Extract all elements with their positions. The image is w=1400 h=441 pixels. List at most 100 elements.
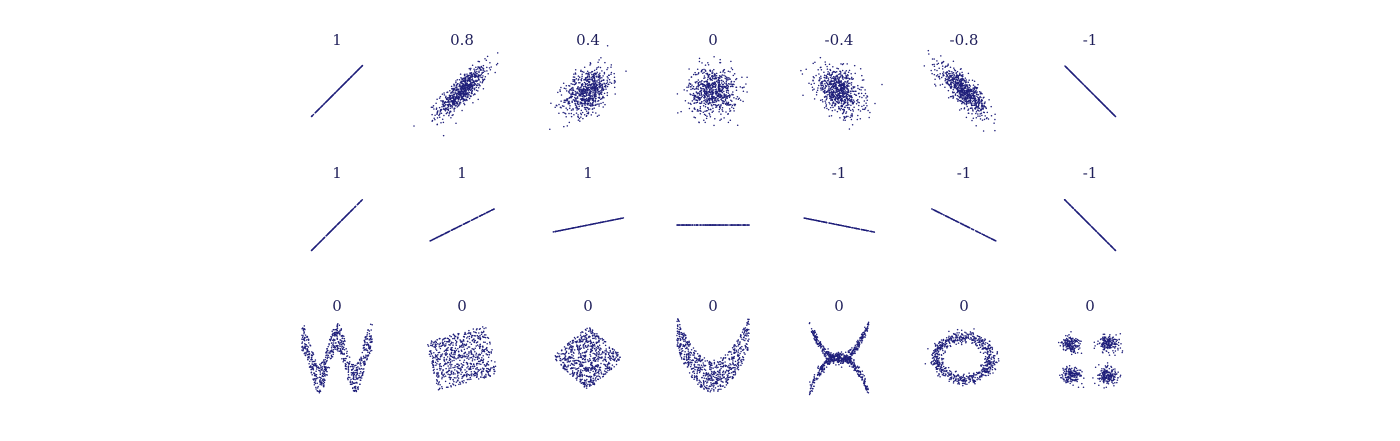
- data-point: [435, 102, 437, 104]
- data-point: [977, 115, 979, 117]
- data-point: [827, 77, 829, 79]
- data-point: [735, 89, 738, 92]
- data-point: [963, 96, 965, 98]
- data-point: [592, 80, 594, 82]
- data-point: [587, 112, 590, 115]
- data-point: [714, 92, 717, 94]
- data-point: [576, 109, 578, 111]
- data-point: [579, 93, 582, 96]
- data-point: [962, 91, 964, 94]
- data-point: [601, 90, 603, 92]
- data-point: [839, 84, 842, 87]
- data-point: [451, 107, 453, 109]
- data-point: [850, 92, 852, 94]
- data-point: [970, 92, 973, 95]
- data-point: [614, 81, 617, 83]
- data-point: [566, 97, 568, 100]
- data-point: [468, 88, 471, 91]
- data-point: [981, 114, 983, 117]
- data-point: [598, 83, 601, 86]
- data-point: [431, 120, 433, 122]
- data-point: [452, 99, 455, 101]
- data-point: [704, 121, 706, 124]
- data-point: [944, 66, 946, 68]
- data-point: [711, 70, 714, 72]
- data-point: [835, 100, 838, 103]
- correlation-label: 1: [583, 164, 593, 182]
- data-point: [720, 104, 722, 107]
- correlation-label: 0.4: [576, 31, 600, 49]
- data-point: [596, 66, 598, 69]
- data-point: [475, 86, 478, 88]
- data-point: [465, 89, 468, 91]
- data-point: [963, 103, 966, 105]
- data-point: [711, 86, 713, 88]
- data-point: [846, 77, 848, 80]
- data-point: [440, 234, 442, 237]
- data-point: [600, 93, 603, 96]
- data-point: [601, 84, 603, 86]
- data-point: [720, 82, 723, 84]
- data-point: [813, 88, 815, 90]
- data-point: [830, 114, 833, 117]
- scatter-points: [676, 56, 748, 127]
- data-point: [727, 92, 730, 94]
- data-point: [613, 86, 616, 89]
- data-point: [451, 105, 453, 107]
- data-point: [586, 82, 589, 85]
- data-point: [973, 80, 976, 83]
- data-point: [956, 74, 958, 76]
- data-point: [313, 247, 315, 249]
- data-point: [470, 86, 473, 88]
- data-point: [980, 98, 983, 101]
- data-point: [967, 112, 970, 115]
- data-point: [979, 93, 982, 95]
- data-point: [702, 87, 705, 90]
- data-point: [708, 91, 711, 93]
- data-point: [983, 118, 986, 121]
- data-point: [942, 72, 944, 75]
- data-point: [576, 88, 579, 90]
- data-point: [830, 96, 832, 99]
- data-point: [712, 110, 714, 112]
- data-point: [842, 119, 845, 121]
- data-point: [968, 88, 971, 91]
- scatter-points: [800, 56, 883, 130]
- data-point: [599, 87, 601, 89]
- data-point: [824, 90, 826, 92]
- data-point: [593, 84, 595, 86]
- data-point: [980, 96, 982, 99]
- data-point: [963, 101, 965, 104]
- data-point: [473, 93, 476, 95]
- data-point: [701, 224, 703, 226]
- data-point: [863, 104, 865, 107]
- data-point: [454, 105, 457, 107]
- data-point: [339, 221, 341, 223]
- data-point: [994, 118, 996, 121]
- data-point: [463, 103, 466, 106]
- data-point: [589, 86, 591, 88]
- data-point: [837, 105, 840, 108]
- scatter-points: [552, 217, 625, 233]
- data-point: [826, 65, 828, 68]
- data-point: [962, 85, 965, 87]
- data-point: [591, 108, 594, 110]
- data-point: [949, 66, 952, 68]
- data-point: [448, 114, 450, 117]
- data-point: [587, 99, 590, 101]
- data-point: [467, 76, 469, 78]
- data-point: [584, 88, 586, 91]
- data-point: [847, 101, 849, 104]
- data-point: [457, 100, 459, 103]
- data-point: [941, 68, 944, 70]
- data-point: [695, 99, 698, 102]
- data-point: [854, 72, 856, 75]
- data-point: [866, 105, 868, 107]
- data-point: [695, 102, 697, 104]
- data-point: [831, 109, 834, 112]
- data-point: [574, 97, 577, 100]
- data-point: [857, 98, 859, 101]
- data-point: [329, 231, 331, 233]
- data-point: [850, 104, 852, 107]
- data-point: [711, 93, 714, 95]
